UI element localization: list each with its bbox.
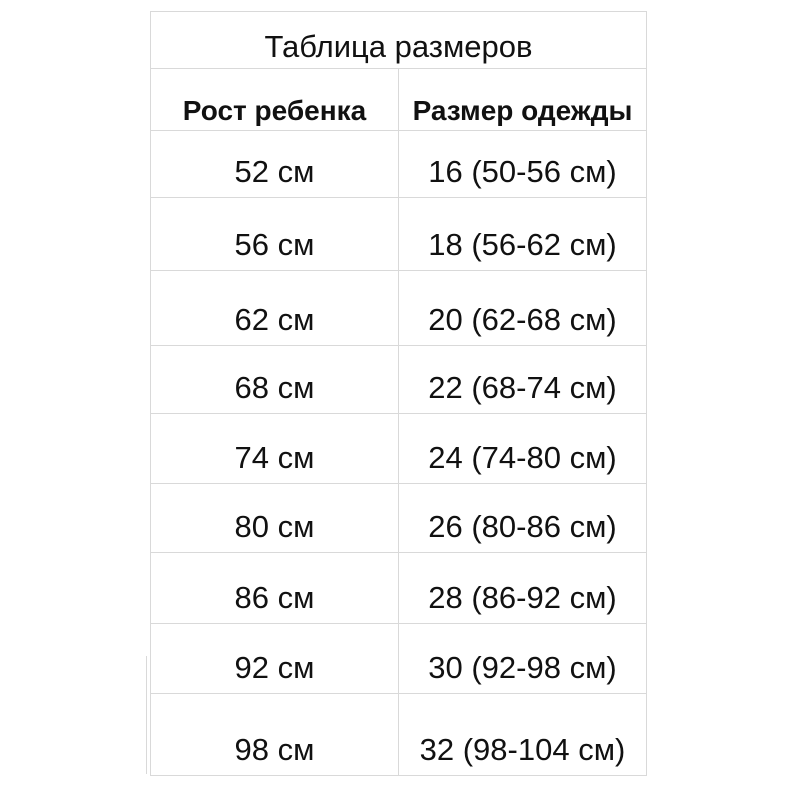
- table-row: 80 см 26 (80-86 см): [150, 483, 647, 553]
- size-cell: 32 (98-104 см): [398, 693, 647, 776]
- table-row: 68 см 22 (68-74 см): [150, 345, 647, 414]
- height-cell: 80 см: [150, 483, 399, 553]
- size-cell: 18 (56-62 см): [398, 197, 647, 271]
- size-cell: 28 (86-92 см): [398, 552, 647, 624]
- stray-border-artifact: [146, 656, 147, 774]
- table-row: 74 см 24 (74-80 см): [150, 413, 647, 484]
- size-cell: 22 (68-74 см): [398, 345, 647, 414]
- size-cell: 24 (74-80 см): [398, 413, 647, 484]
- size-cell: 26 (80-86 см): [398, 483, 647, 553]
- size-cell: 20 (62-68 см): [398, 270, 647, 346]
- size-cell: 30 (92-98 см): [398, 623, 647, 694]
- column-header-clothing-size: Размер одежды: [398, 68, 647, 131]
- table-row: 56 см 18 (56-62 см): [150, 197, 647, 271]
- height-cell: 86 см: [150, 552, 399, 624]
- height-cell: 92 см: [150, 623, 399, 694]
- height-cell: 68 см: [150, 345, 399, 414]
- table-row: 98 см 32 (98-104 см): [150, 693, 647, 776]
- table-title: Таблица размеров: [150, 11, 647, 69]
- size-cell: 16 (50-56 см): [398, 130, 647, 198]
- column-header-child-height: Рост ребенка: [150, 68, 399, 131]
- title-row: Таблица размеров: [150, 11, 647, 69]
- header-row: Рост ребенка Размер одежды: [150, 68, 647, 131]
- table-row: 92 см 30 (92-98 см): [150, 623, 647, 694]
- height-cell: 98 см: [150, 693, 399, 776]
- height-cell: 74 см: [150, 413, 399, 484]
- table-row: 86 см 28 (86-92 см): [150, 552, 647, 624]
- table-row: 62 см 20 (62-68 см): [150, 270, 647, 346]
- height-cell: 62 см: [150, 270, 399, 346]
- height-cell: 52 см: [150, 130, 399, 198]
- height-cell: 56 см: [150, 197, 399, 271]
- size-table: Таблица размеров Рост ребенка Размер оде…: [150, 11, 647, 776]
- table-row: 52 см 16 (50-56 см): [150, 130, 647, 198]
